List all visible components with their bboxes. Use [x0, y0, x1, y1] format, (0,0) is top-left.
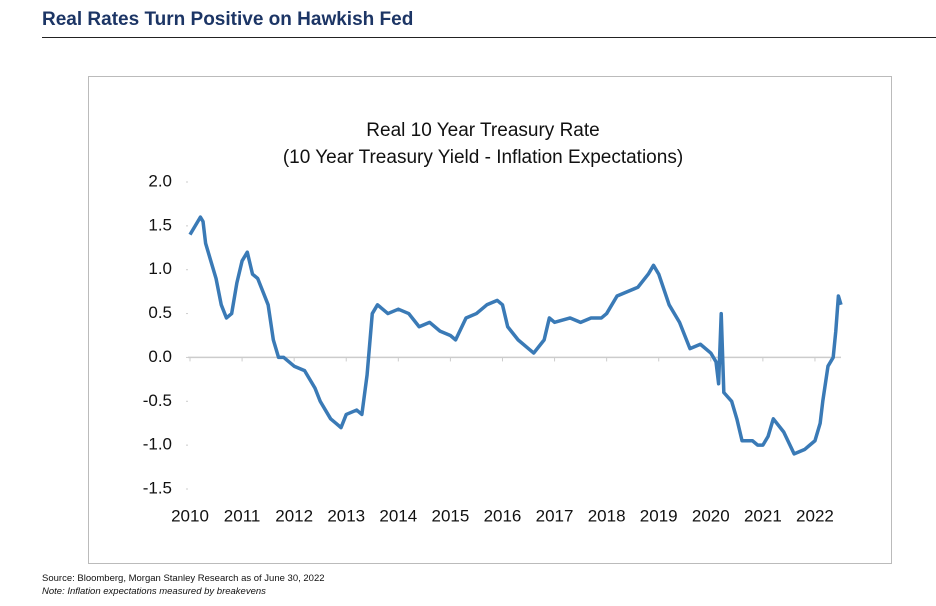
x-tick-label: 2014 — [379, 506, 417, 525]
y-tick-label: 1.0 — [148, 259, 172, 278]
chart-title: Real 10 Year Treasury Rate — [366, 120, 599, 141]
series-line — [188, 215, 843, 456]
x-tick-label: 2022 — [796, 506, 834, 525]
title-rule — [42, 37, 936, 38]
x-tick-label: 2018 — [588, 506, 626, 525]
y-tick-label: 1.5 — [148, 215, 172, 234]
y-tick-label: -1.5 — [143, 478, 172, 497]
x-tick-label: 2020 — [692, 506, 730, 525]
x-tick-label: 2013 — [327, 506, 365, 525]
x-tick-label: 2010 — [171, 506, 209, 525]
x-tick-label: 2015 — [431, 506, 469, 525]
y-tick-label: -0.5 — [143, 391, 172, 410]
y-tick-label: 2.0 — [148, 171, 172, 190]
y-tick-label: 0.5 — [148, 303, 172, 322]
y-tick-label: 0.0 — [148, 347, 172, 366]
x-tick-label: 2019 — [640, 506, 678, 525]
x-tick-label: 2016 — [484, 506, 522, 525]
chart-frame — [88, 76, 892, 564]
chart-subtitle: (10 Year Treasury Yield - Inflation Expe… — [283, 147, 683, 168]
page-title: Real Rates Turn Positive on Hawkish Fed — [42, 9, 414, 30]
y-tick-label: -1.0 — [143, 435, 172, 454]
x-tick-label: 2017 — [536, 506, 574, 525]
x-tick-label: 2021 — [744, 506, 782, 525]
note: Note: Inflation expectations measured by… — [42, 586, 266, 597]
x-tick-label: 2011 — [224, 506, 261, 525]
source: Source: Bloomberg, Morgan Stanley Resear… — [42, 573, 325, 584]
x-tick-label: 2012 — [275, 506, 313, 525]
